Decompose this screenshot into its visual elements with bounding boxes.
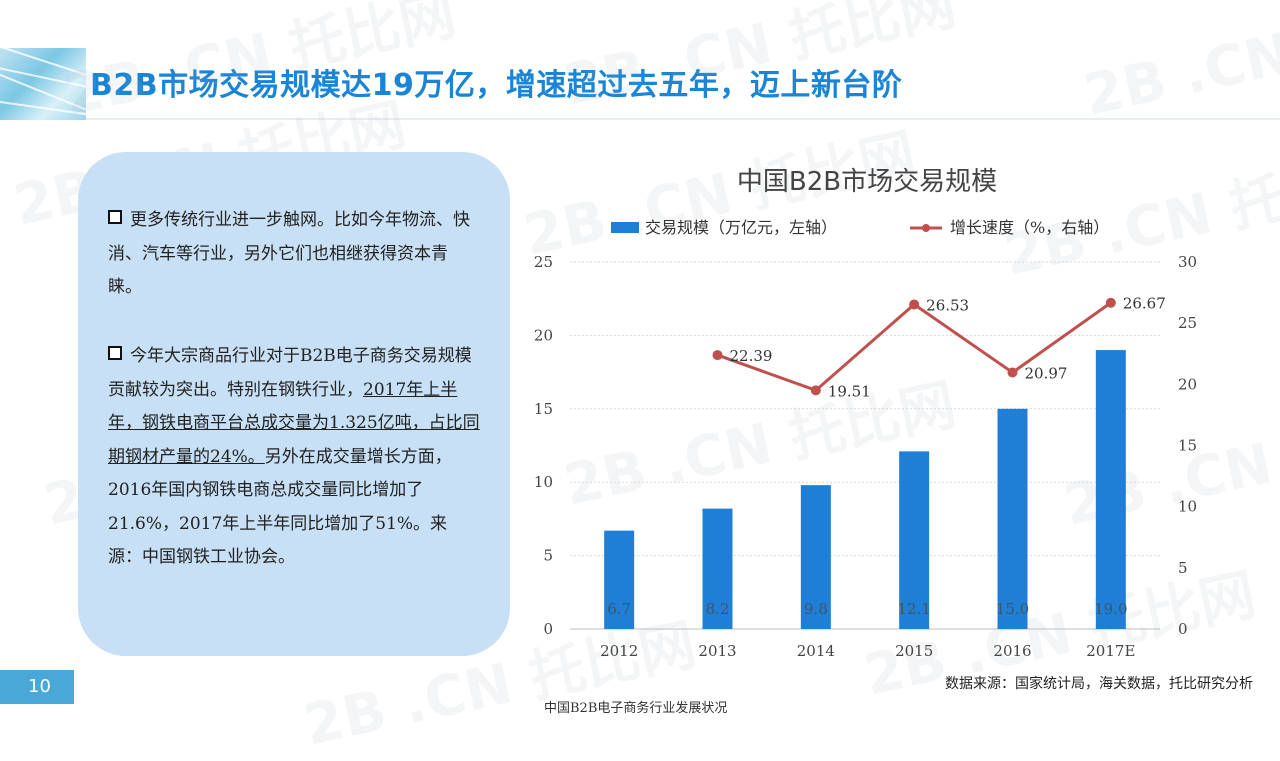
growth-point-2016 — [1007, 367, 1018, 378]
bullet-checkbox-icon — [108, 346, 122, 360]
growth-value-label: 22.39 — [730, 347, 773, 365]
y-left-tick-label: 0 — [543, 620, 553, 638]
bar-value-label: 9.8 — [804, 600, 828, 618]
bullet-text-highlight: 2017年上半年，钢铁电商平台总成交量为1.325亿吨，占比同期钢材产量的24%… — [108, 379, 480, 467]
bullet-item-1: 更多传统行业进一步触网。比如今年物流、快消、汽车等行业，另外它们也相继获得资本青… — [108, 204, 480, 305]
bar-2017E — [1095, 350, 1126, 629]
y-right-tick-label: 20 — [1178, 375, 1197, 393]
growth-point-2015 — [909, 299, 920, 310]
bar-value-label: 6.7 — [607, 600, 631, 618]
legend-bar-swatch — [611, 222, 639, 233]
bar-2016 — [997, 408, 1028, 629]
bar-2013 — [702, 508, 733, 629]
y-left-tick-label: 20 — [534, 326, 553, 344]
text-panel — [78, 152, 510, 656]
bullet-checkbox-icon — [108, 210, 122, 224]
footer-caption: 中国B2B电子商务行业发展状况 — [544, 701, 728, 716]
bullet-item-2: 今年大宗商品行业对于B2B电子商务交易规模贡献较为突出。特别在钢铁行业，2017… — [108, 340, 480, 575]
growth-value-label: 26.67 — [1123, 295, 1166, 313]
bar-2012 — [604, 530, 635, 629]
y-left-tick-label: 10 — [534, 473, 553, 491]
y-right-tick-label: 15 — [1178, 437, 1197, 455]
growth-point-2013 — [712, 350, 723, 361]
chart-title: 中国B2B市场交易规模 — [737, 167, 997, 197]
x-tick-label: 2015 — [895, 642, 933, 660]
y-right-tick-label: 5 — [1178, 559, 1188, 577]
growth-value-label: 26.53 — [926, 296, 969, 314]
growth-value-label: 19.51 — [828, 382, 871, 400]
y-left-tick-label: 25 — [534, 253, 553, 271]
slide-title: B2B市场交易规模达19万亿，增速超过去五年，迈上新台阶 — [90, 68, 903, 103]
x-tick-label: 2012 — [600, 642, 638, 660]
x-tick-label: 2014 — [797, 642, 835, 660]
legend-bar-label: 交易规模（万亿元，左轴） — [645, 218, 837, 237]
bar-value-label: 15.0 — [996, 600, 1029, 618]
x-tick-label: 2017E — [1086, 642, 1135, 660]
y-right-tick-label: 10 — [1178, 498, 1197, 516]
legend-line-marker — [922, 224, 930, 232]
bar-value-label: 19.0 — [1094, 600, 1127, 618]
growth-point-2017E — [1105, 297, 1116, 308]
x-tick-label: 2016 — [993, 642, 1031, 660]
y-right-tick-label: 0 — [1178, 620, 1188, 638]
bullet-text: 另外在成交量增长方面，2016年国内钢铁电商总成交量同比增加了21.6%，201… — [108, 446, 452, 568]
y-right-tick-label: 25 — [1178, 314, 1197, 332]
bullet-text: 更多传统行业进一步触网。比如今年物流、快消、汽车等行业，另外它们也相继获得资本青… — [108, 210, 470, 297]
y-left-tick-label: 15 — [534, 400, 553, 418]
header-divider — [86, 118, 1280, 120]
y-left-tick-label: 5 — [543, 547, 553, 565]
legend-line-label: 增长速度（%，右轴） — [950, 218, 1109, 237]
growth-point-2014 — [810, 385, 821, 396]
x-tick-label: 2013 — [698, 642, 736, 660]
bar-value-label: 12.1 — [897, 600, 930, 618]
bullet-text: 今年大宗商品行业对于B2B电子商务交易规模贡献较为突出。特别在钢铁行业， — [108, 346, 472, 400]
data-source: 数据来源：国家统计局，海关数据，托比研究分析 — [945, 676, 1253, 692]
bar-2014 — [800, 485, 831, 629]
bar-2015 — [899, 451, 930, 629]
y-right-tick-label: 30 — [1178, 253, 1197, 271]
bar-value-label: 8.2 — [706, 600, 730, 618]
page-number: 10 — [0, 670, 74, 704]
header-decoration — [0, 48, 86, 120]
growth-value-label: 20.97 — [1025, 364, 1068, 382]
